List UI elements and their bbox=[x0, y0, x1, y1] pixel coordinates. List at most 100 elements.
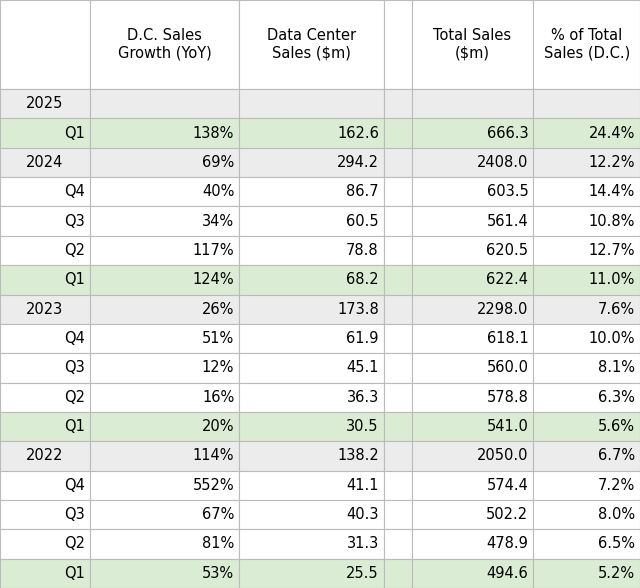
Text: 67%: 67% bbox=[202, 507, 234, 522]
Text: Q1: Q1 bbox=[64, 419, 84, 434]
Text: 30.5: 30.5 bbox=[346, 419, 379, 434]
Bar bbox=[90, 383, 239, 412]
Text: 24.4%: 24.4% bbox=[589, 126, 635, 141]
Bar bbox=[412, 148, 533, 177]
Text: 7.6%: 7.6% bbox=[598, 302, 635, 317]
Bar bbox=[90, 206, 239, 236]
Bar bbox=[90, 500, 239, 529]
Bar bbox=[239, 148, 384, 177]
Bar bbox=[384, 441, 412, 470]
Bar bbox=[0, 500, 90, 529]
Bar bbox=[384, 529, 412, 559]
Text: 2025: 2025 bbox=[26, 96, 63, 111]
Bar bbox=[239, 441, 384, 470]
Text: 12.2%: 12.2% bbox=[589, 155, 635, 170]
Text: 173.8: 173.8 bbox=[337, 302, 379, 317]
Text: Q1: Q1 bbox=[64, 566, 84, 581]
Bar bbox=[239, 383, 384, 412]
Text: 6.5%: 6.5% bbox=[598, 536, 635, 552]
Bar bbox=[533, 529, 640, 559]
Bar bbox=[0, 324, 90, 353]
Bar bbox=[90, 441, 239, 470]
Bar bbox=[0, 148, 90, 177]
Bar bbox=[412, 383, 533, 412]
Bar bbox=[90, 412, 239, 441]
Text: 5.6%: 5.6% bbox=[598, 419, 635, 434]
Bar bbox=[0, 206, 90, 236]
Bar bbox=[0, 89, 90, 118]
Bar bbox=[239, 412, 384, 441]
Text: 45.1: 45.1 bbox=[346, 360, 379, 375]
Bar bbox=[0, 470, 90, 500]
Bar bbox=[90, 529, 239, 559]
Bar bbox=[412, 206, 533, 236]
Bar bbox=[533, 470, 640, 500]
Bar bbox=[0, 353, 90, 383]
Text: 2024: 2024 bbox=[26, 155, 63, 170]
Text: Data Center
Sales ($m): Data Center Sales ($m) bbox=[267, 28, 356, 61]
Text: 40%: 40% bbox=[202, 184, 234, 199]
Text: 51%: 51% bbox=[202, 331, 234, 346]
Bar bbox=[90, 89, 239, 118]
Bar bbox=[0, 295, 90, 324]
Text: 561.4: 561.4 bbox=[486, 213, 529, 229]
Bar bbox=[0, 265, 90, 295]
Text: Q2: Q2 bbox=[64, 390, 84, 405]
Bar bbox=[239, 500, 384, 529]
Bar bbox=[90, 0, 239, 89]
Text: Q4: Q4 bbox=[64, 331, 84, 346]
Text: 478.9: 478.9 bbox=[486, 536, 529, 552]
Text: Q3: Q3 bbox=[64, 507, 84, 522]
Bar bbox=[384, 383, 412, 412]
Bar bbox=[533, 353, 640, 383]
Text: 12%: 12% bbox=[202, 360, 234, 375]
Bar bbox=[239, 353, 384, 383]
Bar bbox=[90, 324, 239, 353]
Bar bbox=[0, 118, 90, 148]
Bar bbox=[533, 383, 640, 412]
Text: Q2: Q2 bbox=[64, 536, 84, 552]
Bar bbox=[384, 89, 412, 118]
Bar bbox=[239, 0, 384, 89]
Text: 10.8%: 10.8% bbox=[589, 213, 635, 229]
Text: 68.2: 68.2 bbox=[346, 272, 379, 288]
Bar bbox=[412, 265, 533, 295]
Bar bbox=[533, 412, 640, 441]
Bar bbox=[90, 148, 239, 177]
Bar bbox=[412, 559, 533, 588]
Text: 36.3: 36.3 bbox=[347, 390, 379, 405]
Text: D.C. Sales
Growth (YoY): D.C. Sales Growth (YoY) bbox=[118, 28, 211, 61]
Bar bbox=[0, 412, 90, 441]
Bar bbox=[384, 470, 412, 500]
Bar bbox=[384, 0, 412, 89]
Text: 69%: 69% bbox=[202, 155, 234, 170]
Text: 620.5: 620.5 bbox=[486, 243, 529, 258]
Text: 138.2: 138.2 bbox=[337, 449, 379, 463]
Text: 294.2: 294.2 bbox=[337, 155, 379, 170]
Bar bbox=[239, 265, 384, 295]
Text: 574.4: 574.4 bbox=[486, 478, 529, 493]
Bar bbox=[384, 324, 412, 353]
Bar bbox=[239, 89, 384, 118]
Bar bbox=[90, 177, 239, 206]
Text: 31.3: 31.3 bbox=[347, 536, 379, 552]
Text: 5.2%: 5.2% bbox=[598, 566, 635, 581]
Bar bbox=[384, 353, 412, 383]
Bar bbox=[239, 236, 384, 265]
Text: 6.7%: 6.7% bbox=[598, 449, 635, 463]
Text: 10.0%: 10.0% bbox=[589, 331, 635, 346]
Bar bbox=[0, 529, 90, 559]
Bar bbox=[239, 295, 384, 324]
Text: 618.1: 618.1 bbox=[486, 331, 529, 346]
Text: % of Total
Sales (D.C.): % of Total Sales (D.C.) bbox=[543, 28, 630, 61]
Bar bbox=[533, 500, 640, 529]
Bar bbox=[384, 295, 412, 324]
Bar bbox=[412, 0, 533, 89]
Text: 8.1%: 8.1% bbox=[598, 360, 635, 375]
Text: Q3: Q3 bbox=[64, 360, 84, 375]
Bar bbox=[384, 559, 412, 588]
Bar bbox=[239, 559, 384, 588]
Text: 61.9: 61.9 bbox=[346, 331, 379, 346]
Bar bbox=[533, 265, 640, 295]
Text: 2022: 2022 bbox=[26, 449, 63, 463]
